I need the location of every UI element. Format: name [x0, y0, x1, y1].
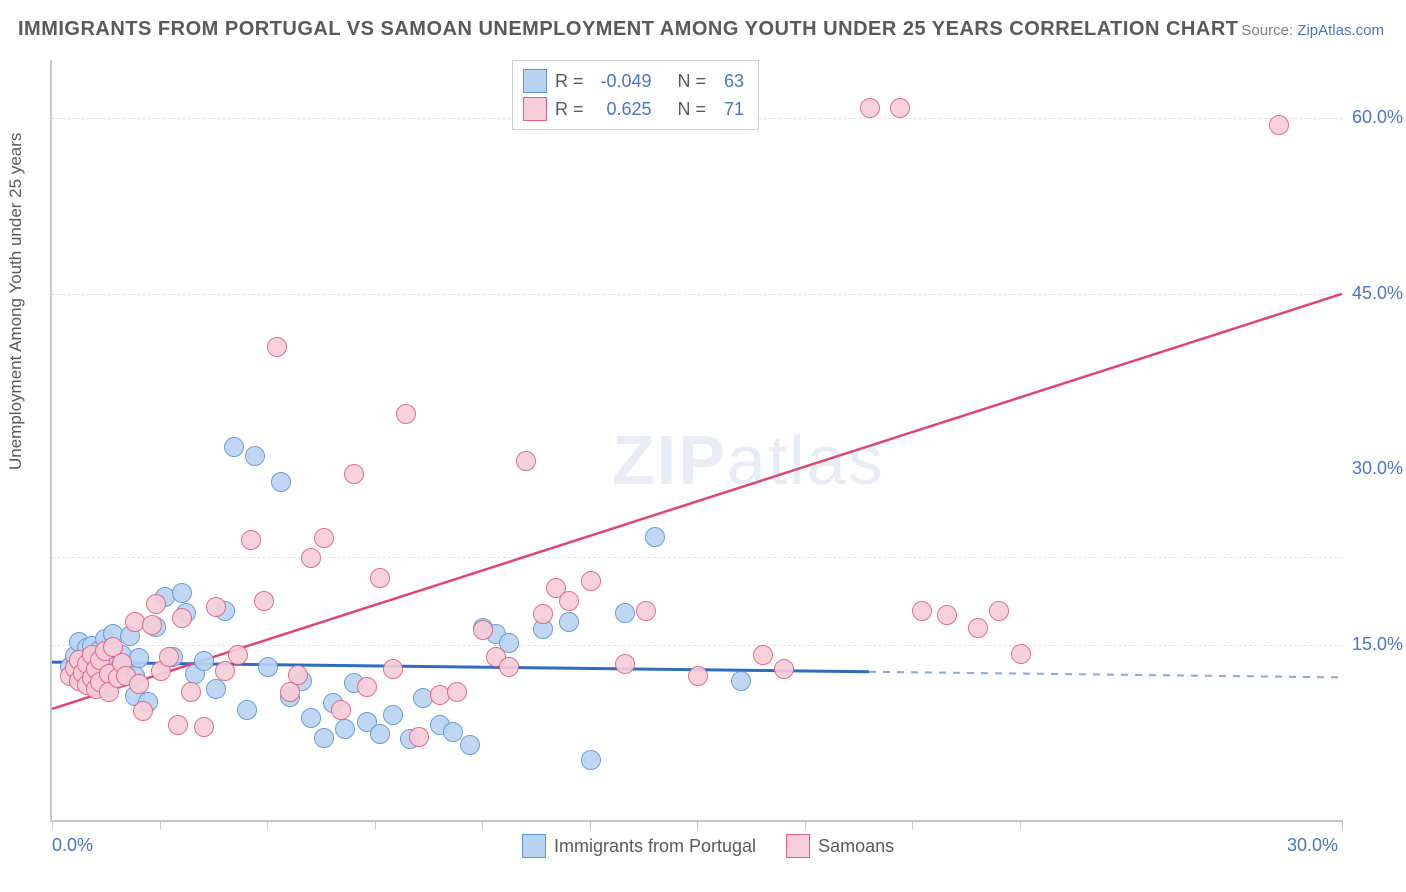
legend-item-samoans: Samoans	[786, 834, 894, 858]
legend-label-samoans: Samoans	[818, 836, 894, 857]
data-point-samoans	[890, 98, 910, 118]
chart-title: IMMIGRANTS FROM PORTUGAL VS SAMOAN UNEMP…	[18, 18, 1238, 41]
data-point-portugal	[383, 705, 403, 725]
xtick	[697, 820, 698, 830]
data-point-samoans	[172, 608, 192, 628]
xtick	[912, 820, 913, 830]
data-point-portugal	[224, 437, 244, 457]
data-point-portugal	[581, 750, 601, 770]
data-point-samoans	[989, 601, 1009, 621]
data-point-samoans	[168, 715, 188, 735]
data-point-samoans	[344, 464, 364, 484]
stats-row-samoans: R = 0.625 N = 71	[523, 95, 744, 123]
source-prefix: Source:	[1241, 22, 1297, 39]
data-point-portugal	[615, 603, 635, 623]
data-point-samoans	[688, 666, 708, 686]
xtick	[160, 820, 161, 830]
data-point-samoans	[146, 594, 166, 614]
xtick	[52, 820, 53, 830]
swatch-portugal	[523, 69, 547, 93]
source-link[interactable]: ZipAtlas.com	[1297, 22, 1384, 39]
trendline-portugal-extrapolated	[869, 672, 1342, 678]
data-point-samoans	[370, 568, 390, 588]
data-point-samoans	[1011, 644, 1031, 664]
data-point-samoans	[288, 665, 308, 685]
xtick	[375, 820, 376, 830]
data-point-samoans	[228, 645, 248, 665]
data-point-samoans	[636, 601, 656, 621]
swatch-samoans	[523, 97, 547, 121]
n-value-portugal: 63	[714, 67, 744, 95]
data-point-portugal	[237, 700, 257, 720]
data-point-portugal	[314, 728, 334, 748]
data-point-samoans	[301, 548, 321, 568]
r-value-portugal: -0.049	[592, 67, 652, 95]
ytick-label: 15.0%	[1352, 634, 1406, 655]
data-point-samoans	[753, 645, 773, 665]
data-point-samoans	[581, 571, 601, 591]
trendline-samoans	[52, 294, 1342, 709]
xtick	[267, 820, 268, 830]
ytick-label: 45.0%	[1352, 283, 1406, 304]
xtick-label: 0.0%	[52, 835, 93, 856]
data-point-samoans	[267, 337, 287, 357]
data-point-samoans	[1269, 115, 1289, 135]
data-point-portugal	[645, 527, 665, 547]
r-label: R =	[555, 67, 584, 95]
data-point-portugal	[335, 719, 355, 739]
n-label: N =	[678, 67, 707, 95]
legend-swatch-samoans	[786, 834, 810, 858]
xtick-label: 30.0%	[1287, 835, 1338, 856]
data-point-samoans	[968, 618, 988, 638]
data-point-portugal	[194, 651, 214, 671]
data-point-portugal	[443, 722, 463, 742]
data-point-samoans	[499, 657, 519, 677]
legend: Immigrants from Portugal Samoans	[522, 834, 894, 858]
xtick	[590, 820, 591, 830]
chart-source: Source: ZipAtlas.com	[1241, 22, 1384, 39]
data-point-samoans	[860, 98, 880, 118]
correlation-chart: 0.0%30.0% 15.0%30.0%45.0%60.0% R = -0.04…	[50, 60, 1340, 820]
data-point-portugal	[731, 671, 751, 691]
data-point-samoans	[194, 717, 214, 737]
data-point-samoans	[357, 677, 377, 697]
plot-area: 0.0%30.0% 15.0%30.0%45.0%60.0% R = -0.04…	[50, 60, 1342, 822]
xtick	[1342, 820, 1343, 830]
y-axis-label: Unemployment Among Youth under 25 years	[6, 133, 26, 470]
n-label: N =	[678, 95, 707, 123]
data-point-samoans	[331, 700, 351, 720]
legend-label-portugal: Immigrants from Portugal	[554, 836, 756, 857]
data-point-portugal	[258, 657, 278, 677]
stats-box: R = -0.049 N = 63 R = 0.625 N = 71	[512, 60, 759, 130]
xtick	[482, 820, 483, 830]
stats-row-portugal: R = -0.049 N = 63	[523, 67, 744, 95]
xtick	[1020, 820, 1021, 830]
data-point-portugal	[172, 583, 192, 603]
r-value-samoans: 0.625	[592, 95, 652, 123]
data-point-samoans	[396, 404, 416, 424]
data-point-samoans	[383, 659, 403, 679]
data-point-samoans	[774, 659, 794, 679]
data-point-portugal	[460, 735, 480, 755]
data-point-samoans	[516, 451, 536, 471]
data-point-samoans	[280, 682, 300, 702]
data-point-samoans	[181, 682, 201, 702]
data-point-samoans	[142, 615, 162, 635]
data-point-samoans	[314, 528, 334, 548]
ytick-label: 60.0%	[1352, 107, 1406, 128]
n-value-samoans: 71	[714, 95, 744, 123]
legend-swatch-portugal	[522, 834, 546, 858]
xtick	[805, 820, 806, 830]
data-point-samoans	[912, 601, 932, 621]
legend-item-portugal: Immigrants from Portugal	[522, 834, 756, 858]
r-label: R =	[555, 95, 584, 123]
data-point-samoans	[409, 727, 429, 747]
ytick-label: 30.0%	[1352, 458, 1406, 479]
data-point-samoans	[254, 591, 274, 611]
data-point-portugal	[271, 472, 291, 492]
data-point-portugal	[301, 708, 321, 728]
